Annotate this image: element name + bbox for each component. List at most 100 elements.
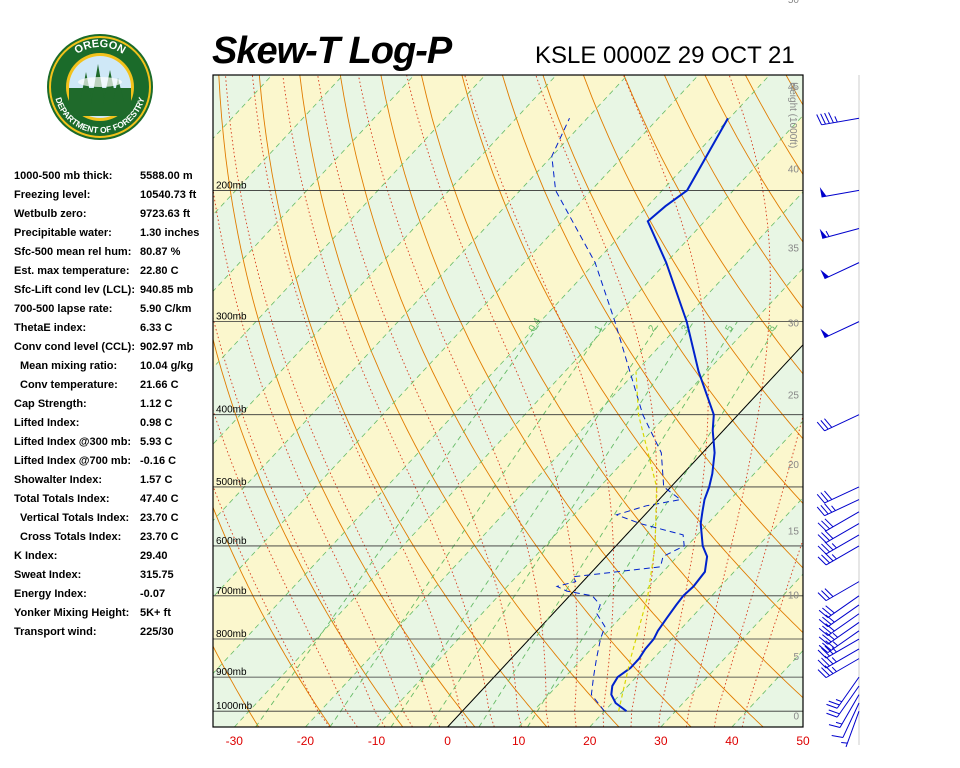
wind-barb bbox=[826, 676, 860, 709]
index-label: Cap Strength: bbox=[14, 398, 87, 410]
index-label: K Index: bbox=[14, 550, 58, 562]
wind-barb bbox=[817, 581, 860, 602]
wind-barb bbox=[820, 321, 860, 339]
dry-adiabat-line bbox=[785, 75, 803, 106]
wind-barb bbox=[826, 685, 860, 718]
index-value: -0.16 C bbox=[140, 455, 177, 467]
moist-adiabat-line bbox=[213, 186, 413, 727]
oregon-forestry-logo: OREGON DEPARTMENT OF FORESTRY bbox=[47, 34, 153, 140]
wind-barb bbox=[818, 621, 860, 645]
index-value: 225/30 bbox=[140, 626, 174, 638]
dry-adiabat-line bbox=[908, 75, 960, 727]
index-value: -0.07 bbox=[140, 588, 166, 600]
dry-adiabat-line bbox=[948, 75, 960, 727]
height-tick-label: 30 bbox=[788, 319, 800, 330]
wind-barb bbox=[817, 545, 860, 566]
moist-adiabat-line bbox=[406, 75, 578, 727]
index-label: Precipitable water: bbox=[14, 227, 112, 239]
mixing-ratio-label: 2 bbox=[646, 323, 659, 334]
height-tick-label: 40 bbox=[788, 164, 800, 175]
wind-barb bbox=[817, 658, 860, 679]
temperature-band bbox=[0, 75, 201, 727]
index-value: 5588.00 m bbox=[140, 170, 193, 182]
wind-barb bbox=[818, 613, 860, 636]
temperature-tick-label: -30 bbox=[226, 734, 244, 748]
pressure-label: 800mb bbox=[216, 629, 247, 640]
moist-adiabat-line bbox=[213, 408, 358, 727]
chart-title: Skew-T Log-P bbox=[212, 30, 452, 72]
mixing-ratio-line bbox=[255, 321, 542, 727]
dry-adiabat-line bbox=[339, 75, 692, 727]
height-tick-label: 15 bbox=[788, 526, 800, 537]
moist-adiabat-line bbox=[225, 75, 441, 727]
mixing-ratio-label: 5 bbox=[723, 323, 736, 334]
wind-barb bbox=[818, 630, 860, 654]
temperature-tick-label: 40 bbox=[725, 734, 739, 748]
wind-barb bbox=[820, 262, 860, 280]
moist-adiabat-line bbox=[213, 485, 330, 727]
dry-adiabat-line bbox=[501, 75, 803, 569]
dry-adiabat-line bbox=[213, 506, 332, 727]
wind-barb bbox=[816, 486, 860, 504]
isotherm-line bbox=[213, 75, 344, 216]
index-label: Est. max temperature: bbox=[14, 265, 130, 277]
dry-adiabat-line bbox=[420, 75, 803, 699]
mixing-ratio-line bbox=[390, 321, 661, 727]
height-tick-label: 20 bbox=[788, 460, 800, 471]
index-label: Freezing level: bbox=[14, 189, 91, 201]
wind-barb bbox=[828, 694, 860, 729]
index-label: Sfc-Lift cond lev (LCL): bbox=[14, 284, 135, 296]
index-value: 5.93 C bbox=[140, 436, 173, 448]
mixing-ratio-label: 8 bbox=[766, 323, 779, 334]
height-tick-label: 5 bbox=[793, 652, 799, 663]
height-tick-label: 50 bbox=[788, 0, 800, 6]
height-tick-label: 25 bbox=[788, 391, 800, 402]
mixing-ratio-line bbox=[478, 321, 738, 727]
moist-adiabat-line bbox=[357, 75, 550, 727]
wind-barb bbox=[816, 499, 860, 517]
index-value: 9723.63 ft bbox=[140, 208, 191, 220]
temperature-tick-label: 10 bbox=[512, 734, 526, 748]
wind-barb bbox=[818, 595, 860, 619]
moist-adiabat-line bbox=[464, 75, 615, 727]
index-label: Conv cond level (CCL): bbox=[14, 341, 136, 353]
mixing-ratio-line bbox=[329, 321, 608, 727]
wind-barb bbox=[816, 414, 860, 432]
isotherm-line bbox=[213, 75, 415, 292]
dry-adiabat-line bbox=[582, 75, 803, 440]
height-tick-label: 0 bbox=[793, 711, 799, 722]
isotherm-line bbox=[213, 75, 486, 369]
pressure-label: 600mb bbox=[216, 536, 247, 547]
wind-barb bbox=[817, 523, 860, 544]
moist-adiabat-line bbox=[535, 75, 658, 727]
pressure-label: 900mb bbox=[216, 667, 247, 678]
index-value: 5.90 C/km bbox=[140, 303, 192, 315]
index-value: 940.85 mb bbox=[140, 284, 194, 296]
dry-adiabat-line bbox=[213, 337, 404, 727]
dry-adiabat-line bbox=[867, 75, 960, 727]
pressure-label: 700mb bbox=[216, 586, 247, 597]
index-label: ThetaE index: bbox=[14, 322, 87, 334]
isotherm-line bbox=[376, 267, 803, 727]
wind-barb bbox=[817, 511, 860, 532]
index-value: 80.87 % bbox=[140, 246, 181, 258]
index-label: Sweat Index: bbox=[14, 569, 82, 581]
index-value: 5K+ ft bbox=[140, 607, 171, 619]
temperature-band bbox=[213, 75, 486, 368]
temperature-band bbox=[518, 421, 803, 727]
index-label: 700-500 lapse rate: bbox=[14, 303, 113, 315]
index-value: 10.04 g/kg bbox=[140, 360, 194, 372]
index-value: 1.12 C bbox=[140, 398, 173, 410]
index-value: 0.98 C bbox=[140, 417, 173, 429]
index-label: Conv temperature: bbox=[20, 379, 118, 391]
index-label: Vertical Totals Index: bbox=[20, 512, 130, 524]
index-label: Wetbulb zero: bbox=[14, 208, 87, 220]
index-label: Sfc-500 mean rel hum: bbox=[14, 246, 132, 258]
parcel-trace bbox=[618, 371, 658, 712]
index-value: 22.80 C bbox=[140, 265, 179, 277]
index-value: 1.57 C bbox=[140, 474, 173, 486]
wind-barb bbox=[817, 534, 860, 555]
wind-barb bbox=[817, 648, 860, 669]
index-value: 6.33 C bbox=[140, 322, 173, 334]
